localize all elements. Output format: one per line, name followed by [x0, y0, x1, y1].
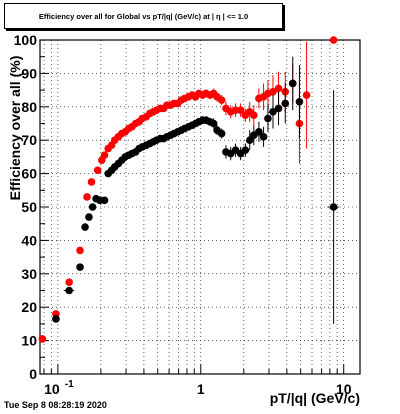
data-point: [255, 128, 263, 136]
data-point: [288, 79, 297, 88]
data-point: [85, 213, 93, 221]
x-tick-exponent: -1: [65, 379, 74, 390]
data-point: [259, 133, 268, 141]
x-tick-label: 1: [197, 381, 205, 397]
data-points: [38, 36, 340, 343]
data-point: [83, 193, 91, 201]
data-point: [93, 166, 102, 175]
y-tick-label: 40: [21, 232, 37, 248]
y-tick-label: 70: [21, 132, 37, 148]
data-point: [274, 84, 283, 93]
chart-grid: [40, 40, 360, 374]
y-axis-label: Efficiency over all (%): [7, 55, 23, 201]
tick-labels: 0 10 20 30 40 50 60 70 80 90 100 10 -1 1 10: [14, 32, 352, 397]
data-point: [65, 286, 73, 295]
y-tick-label: 90: [21, 65, 37, 81]
data-point: [217, 96, 226, 104]
chart-title-box: Efficiency over all for Global vs pT/|q|…: [4, 3, 283, 29]
data-point: [329, 203, 338, 211]
timestamp: Tue Sep 8 08:28:19 2020: [4, 400, 107, 410]
data-point: [76, 263, 84, 271]
data-point: [100, 151, 109, 160]
data-point: [76, 246, 84, 255]
data-point: [209, 119, 218, 128]
y-tick-label: 80: [21, 99, 37, 115]
data-point: [269, 87, 277, 96]
x-tick-label: 10: [336, 381, 352, 397]
y-tick-label: 50: [21, 199, 37, 215]
data-point: [81, 223, 89, 231]
x-tick-label: 10: [44, 381, 60, 397]
data-point: [87, 178, 96, 186]
data-point: [217, 129, 226, 138]
chart-title: Efficiency over all for Global vs pT/|q|…: [38, 11, 249, 21]
data-point: [269, 108, 277, 116]
data-point: [250, 111, 258, 119]
data-point: [65, 278, 73, 286]
y-tick-label: 0: [29, 366, 37, 382]
y-tick-label: 60: [21, 166, 37, 182]
y-tick-label: 100: [14, 32, 38, 48]
data-point: [38, 335, 47, 343]
data-point: [241, 146, 250, 155]
data-point: [88, 203, 97, 211]
data-point: [274, 104, 283, 113]
data-point: [100, 196, 109, 205]
data-point: [236, 106, 245, 114]
y-tick-label: 20: [21, 299, 37, 315]
data-point: [329, 36, 338, 44]
data-point: [295, 97, 304, 106]
data-point: [281, 99, 290, 108]
y-tick-label: 30: [21, 266, 37, 282]
data-point: [245, 136, 254, 144]
y-tick-label: 10: [21, 333, 37, 349]
data-point: [302, 91, 311, 99]
data-point: [52, 315, 60, 323]
x-axis-label: pT/|q| (GeV/c): [269, 390, 360, 406]
axis-ticks: [40, 39, 345, 375]
data-point: [264, 114, 272, 123]
